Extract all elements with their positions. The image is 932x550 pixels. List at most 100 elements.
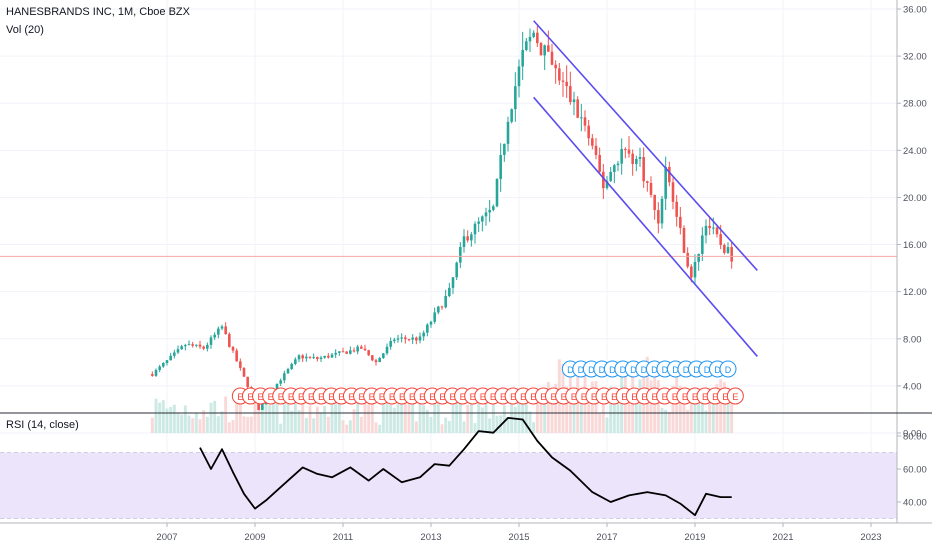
volume-bar	[418, 400, 422, 433]
candle-body	[477, 221, 480, 224]
candle-body	[228, 334, 231, 347]
candle-body	[191, 344, 194, 346]
dividend-marker-label: D	[620, 365, 627, 375]
volume-bar	[477, 401, 481, 433]
candle-body	[173, 352, 176, 356]
candle-body	[484, 212, 488, 217]
candle-body	[532, 32, 535, 37]
grid-lines	[0, 0, 897, 523]
volume-bar	[546, 382, 550, 433]
candle-body	[323, 355, 326, 358]
candle-body	[393, 339, 396, 342]
candle-body	[352, 350, 356, 352]
earnings-marker-label: E	[328, 392, 334, 402]
volume-bar	[605, 417, 609, 433]
candle-body	[528, 36, 532, 42]
volume-bar	[517, 391, 521, 433]
volume-bar	[594, 381, 598, 433]
candle-body	[411, 337, 414, 340]
candle-body	[598, 154, 601, 172]
earnings-marker-label: E	[419, 392, 425, 402]
volume-bar	[722, 382, 726, 433]
candle-body	[580, 117, 583, 119]
candle-body	[165, 360, 169, 363]
candle-body	[396, 338, 400, 340]
earnings-marker-label: E	[652, 392, 658, 402]
candle-body	[151, 374, 154, 376]
time-tick-label: 2017	[596, 532, 617, 543]
volume-bar	[169, 407, 173, 433]
earnings-marker-label: E	[480, 392, 486, 402]
earnings-marker-label: E	[490, 392, 496, 402]
volume-bar	[686, 409, 690, 433]
candle-body	[279, 380, 282, 384]
earnings-marker-label: E	[641, 392, 647, 402]
volume-bar	[334, 401, 338, 433]
candle-body	[708, 225, 711, 229]
candle-body	[583, 117, 587, 126]
candle-body	[301, 355, 304, 359]
earnings-marker-label: E	[308, 392, 314, 402]
earnings-marker-label: E	[530, 392, 536, 402]
candle-body	[631, 153, 634, 164]
rsi-tick-label: 60.00	[903, 465, 927, 476]
candle-body	[330, 354, 334, 358]
volume-bar	[187, 415, 191, 433]
candle-body	[558, 68, 561, 81]
candle-body	[220, 326, 224, 329]
volume-bar	[293, 403, 297, 433]
candle-body	[338, 351, 341, 353]
candle-body	[521, 49, 524, 67]
volume-bar	[389, 404, 393, 433]
dividend-marker-label: D	[693, 365, 700, 375]
volume-bar	[601, 386, 605, 433]
candle-body	[605, 180, 609, 189]
candle-body	[660, 198, 664, 224]
earnings-marker-label: E	[510, 392, 516, 402]
candle-body	[363, 348, 367, 351]
earnings-marker-label: E	[369, 392, 375, 402]
rsi-tick-label: 80.00	[903, 432, 927, 443]
candle-body	[305, 356, 308, 359]
price-tick-label: 24.00	[903, 146, 927, 157]
volume-bar	[719, 379, 723, 433]
volume-bar	[565, 386, 569, 433]
volume-bar	[385, 395, 389, 433]
candle-body	[569, 86, 572, 103]
candle-body	[616, 163, 620, 166]
candle-body	[176, 349, 180, 353]
volume-bar	[440, 424, 444, 433]
candle-body	[719, 234, 722, 245]
candle-body	[209, 337, 213, 345]
dividend-marker	[719, 360, 737, 378]
candle-body	[455, 262, 458, 278]
volume-bar	[268, 405, 272, 433]
candle-body	[701, 235, 704, 254]
volume-bar	[161, 400, 165, 433]
earnings-marker-label: E	[682, 392, 688, 402]
volume-bar	[579, 388, 583, 433]
volume-bar	[444, 417, 448, 433]
volume-bar	[480, 407, 484, 433]
time-tick-label: 2013	[420, 532, 441, 543]
volume-bar	[172, 404, 176, 433]
volume-bar	[271, 400, 275, 433]
candle-body	[730, 247, 733, 262]
volume-bar	[319, 412, 323, 433]
volume-bar	[308, 405, 312, 433]
volume-bar	[429, 416, 433, 433]
volume-bar	[341, 420, 345, 433]
volume-bar	[242, 416, 246, 433]
candle-body	[649, 182, 653, 195]
volume-bar	[150, 417, 154, 433]
candle-body	[594, 145, 598, 155]
price-tick-label: 8.00	[903, 334, 922, 345]
trend-channel[interactable]	[533, 20, 758, 357]
dividend-marker-label: D	[672, 365, 679, 375]
volume-bar	[726, 387, 730, 433]
candle-body	[646, 181, 649, 183]
earnings-marker-label: E	[561, 392, 567, 402]
volume-bar	[715, 383, 719, 433]
candle-body	[286, 369, 290, 374]
